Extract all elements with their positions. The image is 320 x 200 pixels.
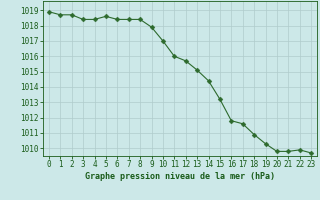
X-axis label: Graphe pression niveau de la mer (hPa): Graphe pression niveau de la mer (hPa)	[85, 172, 275, 181]
